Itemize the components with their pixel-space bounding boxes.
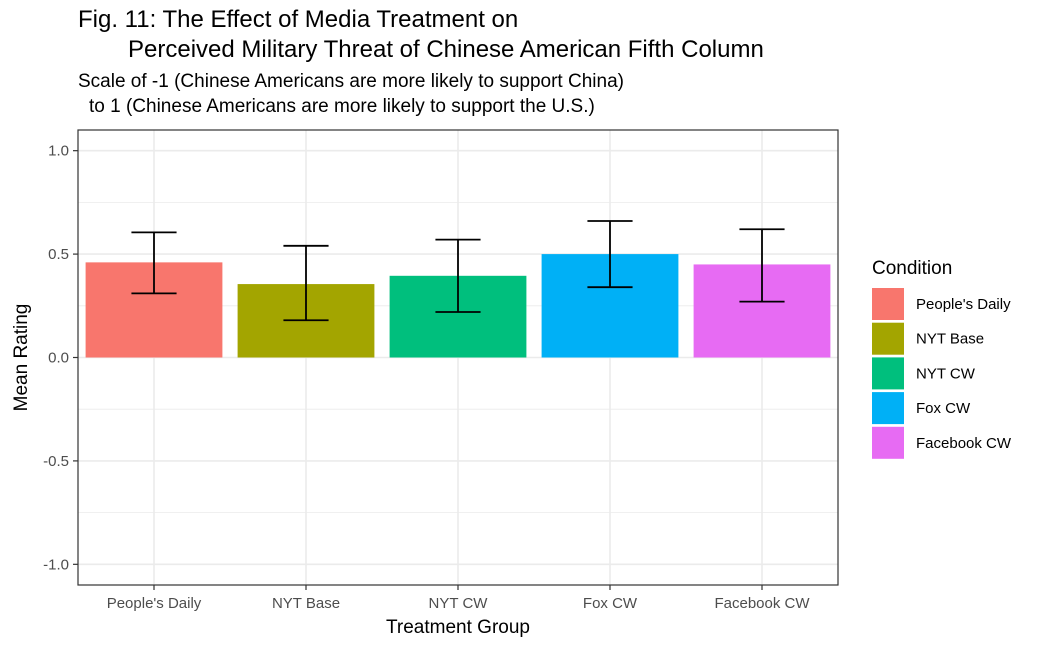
legend-key-2 <box>872 322 904 355</box>
legend-label-4: Fox CW <box>916 400 971 417</box>
x-axis-title: Treatment Group <box>386 617 530 638</box>
legend-label-2: NYT Base <box>916 331 984 348</box>
chart-subtitle: Scale of -1 (Chinese Americans are more … <box>78 71 624 92</box>
y-tick-label: 0.5 <box>48 246 69 263</box>
legend-title: Condition <box>872 258 952 279</box>
chart-title: Fig. 11: The Effect of Media Treatment o… <box>78 6 519 33</box>
legend-label-5: Facebook CW <box>916 435 1012 452</box>
legend-key-1 <box>872 288 904 320</box>
legend-key-5 <box>872 426 904 459</box>
y-tick-label: -1.0 <box>43 556 69 573</box>
legend-key-3 <box>872 357 904 390</box>
x-tick-label: Fox CW <box>583 595 638 612</box>
x-tick-label: People's Daily <box>107 595 202 612</box>
legend-label-1: People's Daily <box>916 296 1011 313</box>
legend-label-3: NYT CW <box>916 365 976 382</box>
chart-subtitle-line2: to 1 (Chinese Americans are more likely … <box>89 96 595 117</box>
x-tick-label: Facebook CW <box>714 595 810 612</box>
y-axis-title: Mean Rating <box>11 304 32 412</box>
x-tick-label: NYT CW <box>429 595 489 612</box>
y-tick-label: -0.5 <box>43 453 69 470</box>
y-tick-label: 0.0 <box>48 350 69 367</box>
chart-title-line2: Perceived Military Threat of Chinese Ame… <box>128 36 764 63</box>
x-tick-label: NYT Base <box>272 595 340 612</box>
y-tick-label: 1.0 <box>48 143 69 160</box>
legend-key-4 <box>872 392 904 425</box>
